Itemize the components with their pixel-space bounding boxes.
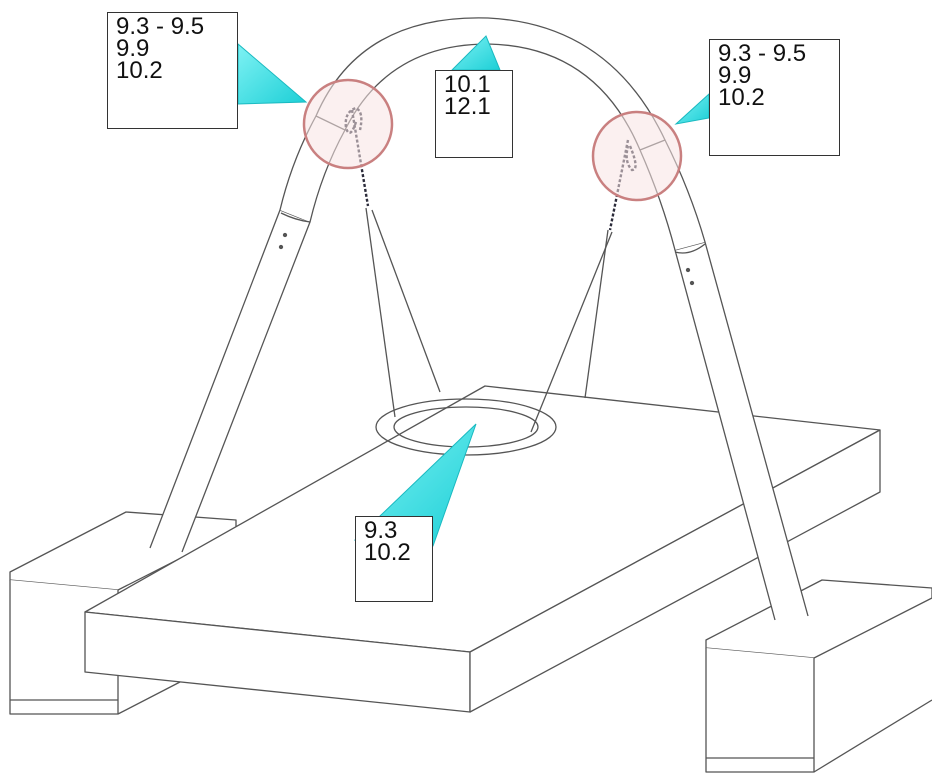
callout-top-left: 9.3 - 9.5 9.9 10.2 (107, 12, 238, 129)
top-left-pointer (237, 42, 308, 105)
callout-top-mid: 10.1 12.1 (435, 70, 513, 158)
callout-text: 10.2 (718, 84, 765, 111)
callout-text: 10.2 (364, 539, 411, 566)
callout-pointers (237, 35, 710, 547)
top-mid-pointer (450, 35, 501, 71)
callout-text: 9.3 (364, 517, 398, 544)
callout-text: 10.1 (444, 71, 491, 98)
callout-text: 9.9 (718, 62, 752, 89)
base-slab (84, 385, 881, 713)
callout-bottom: 9.3 10.2 (355, 516, 433, 602)
right-attachment-ring (591, 110, 683, 202)
callout-text: 10.2 (116, 57, 163, 84)
callout-text: 9.3 - 9.5 (116, 13, 205, 40)
right-footing (705, 579, 932, 773)
swing-ropes (365, 207, 613, 433)
top-right-pointer (674, 92, 710, 125)
callout-top-right: 9.3 - 9.5 9.9 10.2 (709, 39, 840, 156)
callout-text: 9.3 - 9.5 (718, 40, 807, 67)
attachment-highlights (302, 78, 683, 202)
callout-text: 9.9 (116, 35, 150, 62)
left-attachment-ring (302, 78, 394, 170)
callout-text: 12.1 (444, 93, 491, 120)
